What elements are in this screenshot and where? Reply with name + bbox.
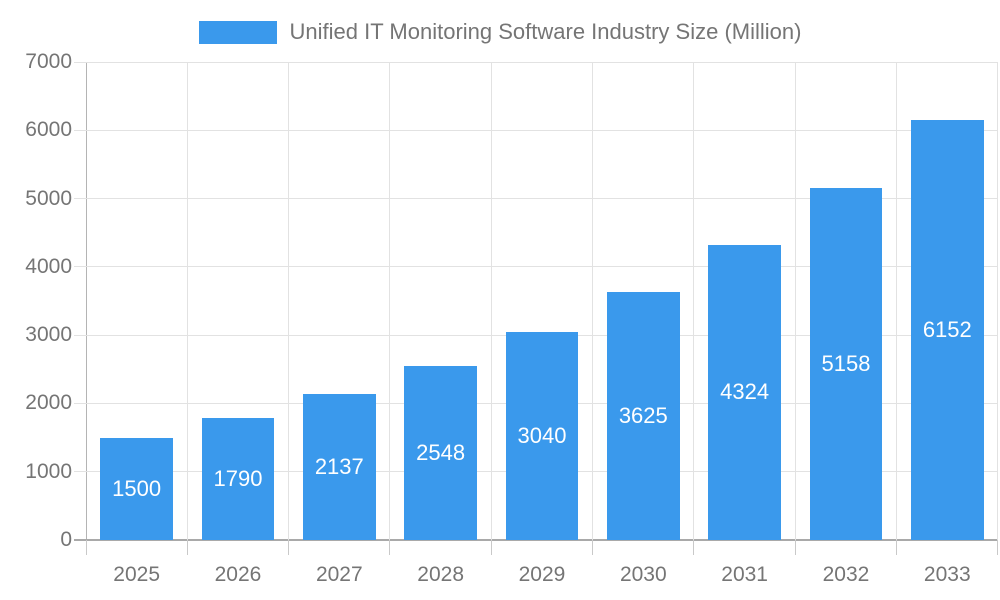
x-axis-tick-mark [693,540,695,555]
bar-value-label: 4324 [720,379,770,405]
x-axis-tick-label: 2026 [214,563,262,586]
chart-legend: Unified IT Monitoring Software Industry … [0,14,1000,50]
gridline-vertical [186,62,188,540]
legend-item[interactable]: Unified IT Monitoring Software Industry … [198,19,802,45]
x-axis-tick-label: 2027 [315,563,363,586]
y-axis-tick-label: 5000 [25,186,72,210]
y-axis-tick-label: 4000 [25,254,72,278]
gridline-vertical [490,62,492,540]
y-axis-tick-label: 7000 [25,50,72,73]
y-axis-tick-label: 3000 [25,323,72,347]
bar-cell: 2548 [390,62,491,540]
legend-series-label: Unified IT Monitoring Software Industry … [289,19,802,44]
bar-value-label: 6152 [922,316,972,342]
gridline-vertical [997,62,998,540]
gridline-horizontal [74,266,998,268]
bar-cell: 1790 [187,62,288,540]
bar-cell: 2137 [289,62,390,540]
bar-cell: 3625 [593,62,694,540]
plot-area: 1500 1790 2137 2548 3040 3625 4324 5158 6152 [74,61,998,555]
bar-2026[interactable]: 1790 [201,417,275,540]
x-axis-line [74,539,998,541]
x-axis-tick-labels: 2025 2026 2027 2028 2029 2030 2031 2032 2033 [86,540,998,590]
x-axis-tick-label: 2033 [923,563,971,586]
x-axis-tick-mark [186,540,188,555]
gridline-vertical [896,62,898,540]
bar-2027[interactable]: 2137 [302,394,376,540]
bar-value-label: 3625 [618,403,668,429]
bar-2031[interactable]: 4324 [708,244,782,540]
x-axis-tick-label: 2030 [619,563,667,586]
y-axis-tick-label: 2000 [25,391,72,415]
x-axis-tick-mark [85,540,87,555]
gridline-vertical [693,62,695,540]
bar-2029[interactable]: 3040 [505,332,579,540]
y-axis-tick-label: 1000 [25,459,72,483]
y-axis-tick-label: 0 [60,528,72,551]
x-axis-tick-label: 2032 [822,563,870,586]
x-axis-tick-label: 2031 [721,563,768,586]
x-axis-tick-mark [288,540,290,555]
x-axis-tick-mark [389,540,391,555]
gridline-vertical [794,62,796,540]
y-axis-line [86,62,87,555]
bar-cell: 6152 [897,62,998,540]
x-axis-tick-mark [896,540,898,555]
x-axis-tick-label: 2028 [417,563,464,586]
x-axis-tick-mark [997,540,998,555]
bar-cell: 5158 [795,62,896,540]
y-axis-tick-label: 6000 [25,118,72,142]
gridline-horizontal [74,129,998,131]
x-axis-tick-mark [794,540,796,555]
gridline-horizontal [74,61,998,63]
x-axis-tick-label: 2025 [113,563,161,586]
bar-cell: 1500 [86,62,187,540]
gridline-vertical [389,62,391,540]
y-axis-tick-labels: 0 1000 2000 3000 4000 5000 6000 7000 [0,50,72,551]
bar-2032[interactable]: 5158 [809,187,883,540]
bar-value-label: 3040 [517,423,567,449]
legend-color-swatch [198,20,277,44]
bar-2028[interactable]: 2548 [404,366,478,540]
bar-cell: 4324 [694,62,795,540]
gridline-horizontal [74,198,998,200]
bar-2030[interactable]: 3625 [606,292,680,540]
bar-2025[interactable]: 1500 [100,437,174,540]
bar-value-label: 1500 [112,475,162,501]
bar-value-label: 2548 [416,440,466,465]
bar-value-label: 1790 [213,465,263,491]
gridline-vertical [288,62,290,540]
x-axis-tick-mark [490,540,492,555]
bar-value-label: 2137 [314,454,364,480]
bar-value-label: 5158 [821,350,871,376]
bar-cell: 3040 [491,62,592,540]
bar-2033[interactable]: 6152 [910,119,984,540]
x-axis-tick-label: 2029 [518,563,566,586]
gridline-vertical [592,62,594,540]
x-axis-tick-mark [592,540,594,555]
